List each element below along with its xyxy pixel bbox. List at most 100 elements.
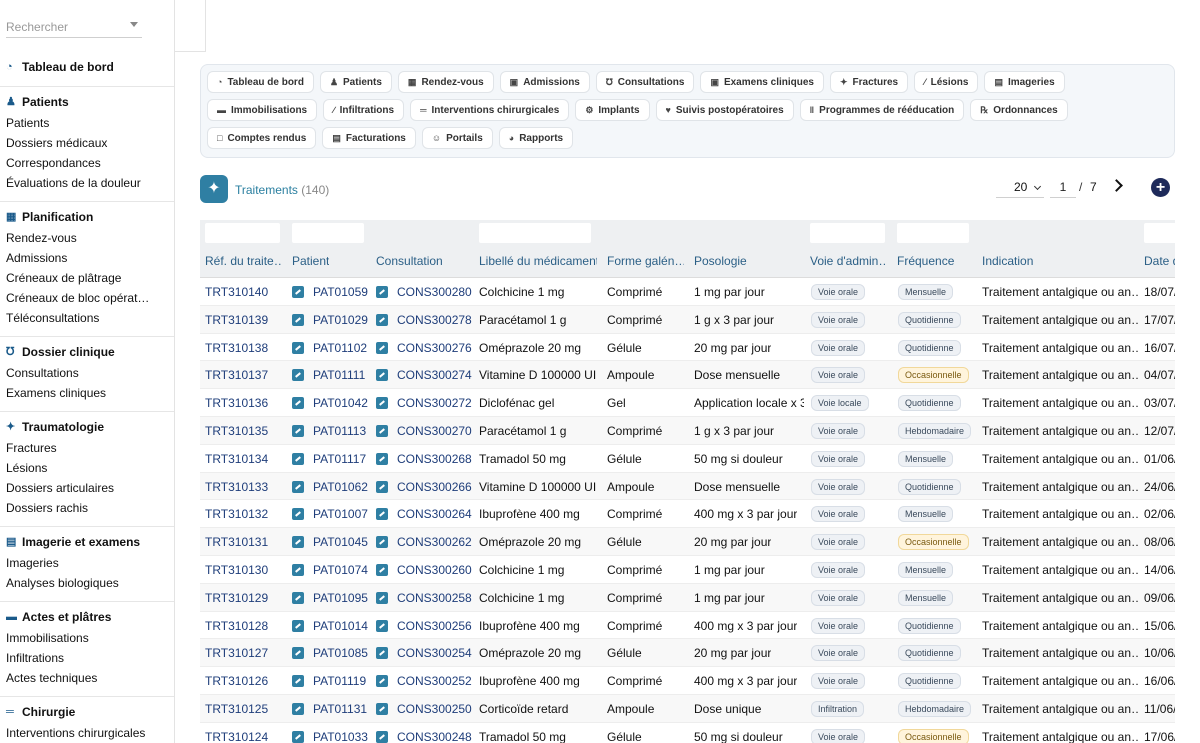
tab[interactable]: ♟ Patients <box>319 71 392 93</box>
tab[interactable]: ◕ Rapports <box>498 127 574 149</box>
sidebar-section-header[interactable]: ▤ Imagerie et examens <box>0 531 174 553</box>
treatment-ref-link[interactable]: TRT310139 <box>205 312 269 327</box>
treatment-ref-link[interactable]: TRT310131 <box>205 535 269 550</box>
consultation-link[interactable]: CONS300254 <box>376 646 472 660</box>
column-header[interactable]: Voie d'admin… <box>810 254 887 268</box>
tab[interactable]: ⚙ Implants <box>575 99 650 121</box>
patient-link[interactable]: PAT01085 <box>292 646 368 660</box>
treatment-ref-link[interactable]: TRT310140 <box>205 285 269 299</box>
chevron-right-icon[interactable] <box>1112 179 1124 191</box>
patient-link[interactable]: PAT01045 <box>292 535 368 549</box>
sidebar-item[interactable]: Créneaux de plâtrage <box>6 271 122 285</box>
table-row[interactable]: TRT310124 PAT01033 CONS300248 Tramadol 50 m… <box>200 723 1175 743</box>
patient-link[interactable]: PAT01074 <box>292 563 368 577</box>
column-header[interactable]: Réf. du traite… <box>205 254 282 268</box>
table-row[interactable]: TRT310125 PAT01131 CONS300250 Corticoïde re… <box>200 694 1175 723</box>
table-row[interactable]: TRT310128 PAT01014 CONS300256 Ibuprofène 40… <box>200 612 1175 640</box>
column-header[interactable]: Libellé du médicament <box>479 254 597 268</box>
sidebar-item[interactable]: Rendez-vous <box>6 231 77 245</box>
consultation-link[interactable]: CONS300280 <box>376 285 472 299</box>
add-button[interactable]: + <box>1151 178 1170 197</box>
consultation-link[interactable]: CONS300270 <box>376 424 472 438</box>
sidebar-item[interactable]: Patients <box>6 116 50 130</box>
sidebar-item[interactable]: Consultations <box>6 366 79 380</box>
patient-link[interactable]: PAT01111 <box>292 368 365 382</box>
column-filter-input[interactable] <box>897 223 969 243</box>
tab[interactable]: □ Comptes rendus <box>207 127 317 149</box>
patient-link[interactable]: PAT01029 <box>292 313 368 327</box>
sidebar-item[interactable]: Examens cliniques <box>6 386 107 400</box>
column-filter-input[interactable] <box>479 223 591 243</box>
consultation-link[interactable]: CONS300256 <box>376 619 472 633</box>
table-row[interactable]: TRT310126 PAT01119 CONS300252 Ibuprofène 40… <box>200 667 1175 695</box>
tab[interactable]: ☺ Portails <box>421 127 493 149</box>
sidebar-item[interactable]: Téléconsultations <box>6 311 100 325</box>
sidebar-section-header[interactable]: ▬ Actes et plâtres <box>0 606 174 628</box>
patient-link[interactable]: PAT01102 <box>292 341 367 355</box>
table-row[interactable]: TRT310133 PAT01062 CONS300266 Vitamine D 10… <box>200 472 1175 501</box>
patient-link[interactable]: PAT01062 <box>292 480 368 494</box>
tab[interactable]: ▬ Immobilisations <box>207 99 318 121</box>
tab[interactable]: ♥ Suivis postopératoires <box>655 99 794 121</box>
sidebar-item[interactable]: Immobilisations <box>6 631 89 645</box>
sidebar-item[interactable]: Lésions <box>6 461 48 475</box>
sidebar-section-header[interactable]: ✦ Traumatologie <box>0 416 174 438</box>
sidebar-item[interactable]: Dossiers médicaux <box>6 136 108 150</box>
consultation-link[interactable]: CONS300272 <box>376 396 472 410</box>
tab[interactable]: ✦ Fractures <box>830 71 909 93</box>
patient-link[interactable]: PAT01007 <box>292 507 368 521</box>
table-row[interactable]: TRT310134 PAT01117 CONS300268 Tramadol 50 m… <box>200 445 1175 473</box>
column-filter-input[interactable] <box>1144 223 1175 243</box>
sidebar-item[interactable]: Dossiers articulaires <box>6 481 115 495</box>
consultation-link[interactable]: CONS300262 <box>376 535 472 549</box>
tab[interactable]: ℧ Consultations <box>595 71 695 93</box>
table-row[interactable]: TRT310129 PAT01095 CONS300258 Colchicine 1 … <box>200 583 1175 612</box>
consultation-link[interactable]: CONS300268 <box>376 452 472 466</box>
page-number-input[interactable]: 1 <box>1050 176 1076 198</box>
sidebar-section-header[interactable]: ▦ Planification <box>0 206 174 228</box>
treatment-ref-link[interactable]: TRT310130 <box>205 562 269 577</box>
table-row[interactable]: TRT310135 PAT01113 CONS300270 Paracétamol 1… <box>200 416 1175 445</box>
patient-link[interactable]: PAT01059 <box>292 285 368 299</box>
patient-link[interactable]: PAT01042 <box>292 396 368 410</box>
sidebar-item[interactable]: Évaluations de la douleur <box>6 176 141 190</box>
consultation-link[interactable]: CONS300278 <box>376 313 472 327</box>
treatment-ref-link[interactable]: TRT310137 <box>205 368 269 383</box>
column-header[interactable]: Consultation <box>376 254 443 268</box>
sidebar-item[interactable]: Fractures <box>6 441 57 455</box>
column-header[interactable]: Indication <box>982 254 1034 268</box>
sidebar-item[interactable]: Interventions chirurgicales <box>6 726 146 740</box>
consultation-link[interactable]: CONS300276 <box>376 341 472 355</box>
treatment-ref-link[interactable]: TRT310138 <box>205 340 269 355</box>
treatment-ref-link[interactable]: TRT310124 <box>205 729 269 743</box>
column-filter-input[interactable] <box>810 223 885 243</box>
consultation-link[interactable]: CONS300274 <box>376 368 472 382</box>
sidebar-item[interactable]: Correspondances <box>6 156 101 170</box>
treatment-ref-link[interactable]: TRT310135 <box>205 423 269 438</box>
table-row[interactable]: TRT310137 PAT01111 CONS300274 Vitamine D 10… <box>200 361 1175 390</box>
tab[interactable]: ▦ Rendez-vous <box>397 71 494 93</box>
tab[interactable]: ═ Interventions chirurgicales <box>410 99 570 121</box>
treatment-ref-link[interactable]: TRT310126 <box>205 674 269 689</box>
sidebar-item[interactable]: Infiltrations <box>6 651 65 665</box>
tab[interactable]: ▤ Imageries <box>984 71 1065 93</box>
column-header[interactable]: Date d <box>1144 254 1175 268</box>
sidebar-item[interactable]: Dossiers rachis <box>6 501 89 515</box>
sidebar-section-header[interactable]: ℧ Dossier clinique <box>0 341 174 363</box>
table-row[interactable]: TRT310140 PAT01059 CONS300280 Colchicine 1 … <box>200 278 1175 306</box>
tab[interactable]: ℞ Ordonnances <box>970 99 1068 121</box>
consultation-link[interactable]: CONS300250 <box>376 702 472 716</box>
treatment-ref-link[interactable]: TRT310125 <box>205 701 269 716</box>
sidebar-item[interactable]: Admissions <box>6 251 68 265</box>
table-row[interactable]: TRT310138 PAT01102 CONS300276 Oméprazole 20… <box>200 334 1175 362</box>
treatment-ref-link[interactable]: TRT310129 <box>205 590 269 605</box>
consultation-link[interactable]: CONS300264 <box>376 507 472 521</box>
table-row[interactable]: TRT310127 PAT01085 CONS300254 Oméprazole 20… <box>200 639 1175 668</box>
patient-link[interactable]: PAT01033 <box>292 730 368 743</box>
sidebar-item[interactable]: Analyses biologiques <box>6 576 119 590</box>
sidebar-item[interactable]: Actes techniques <box>6 671 98 685</box>
sidebar-section-header[interactable]: ♟ Patients <box>0 91 174 113</box>
treatment-ref-link[interactable]: TRT310136 <box>205 396 269 411</box>
sidebar-item[interactable]: Créneaux de bloc opérat… <box>6 291 150 305</box>
treatment-ref-link[interactable]: TRT310134 <box>205 451 269 466</box>
